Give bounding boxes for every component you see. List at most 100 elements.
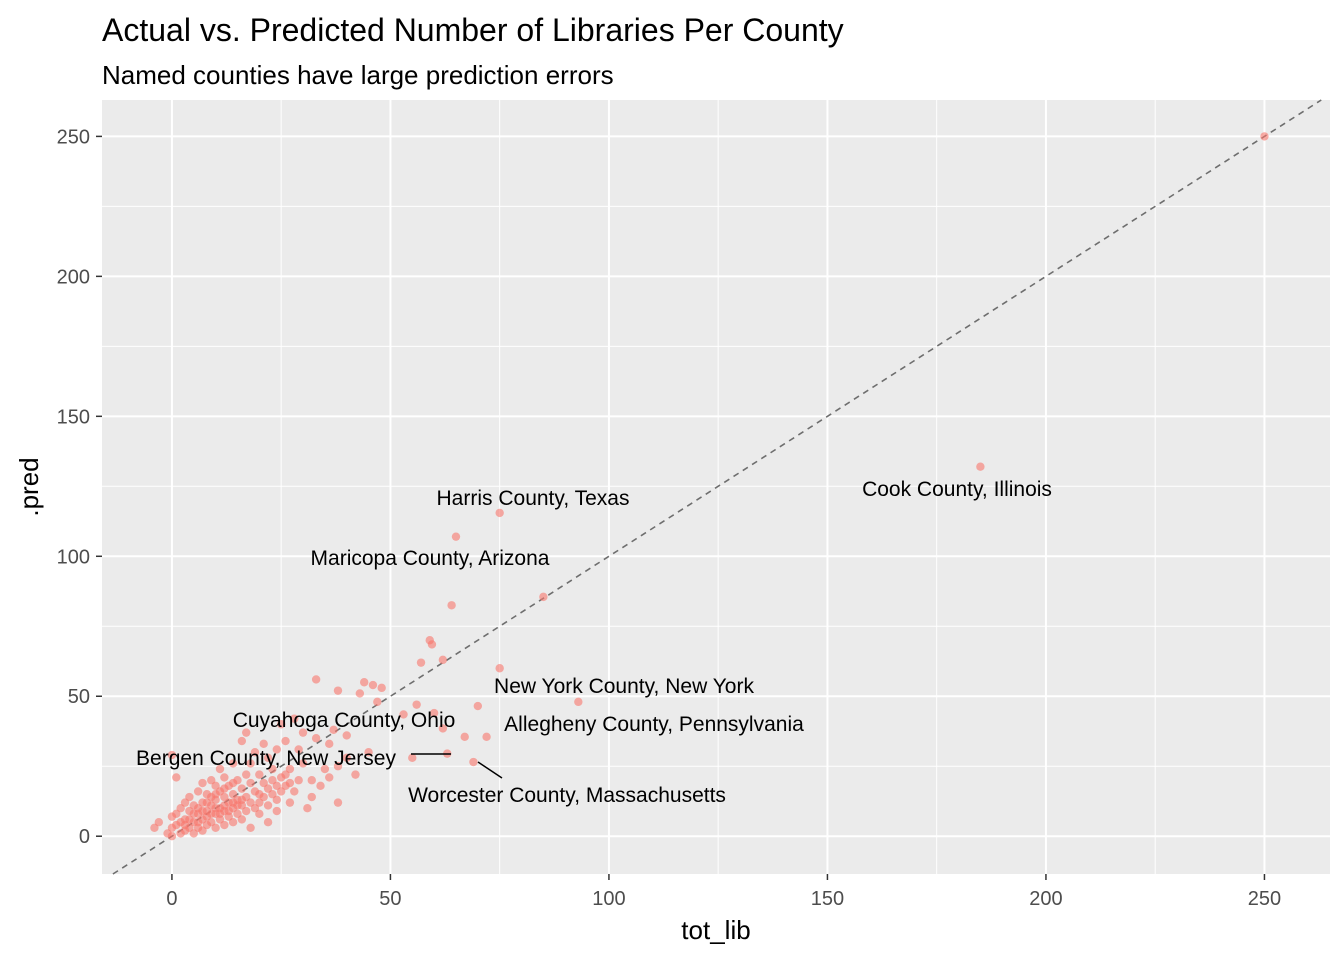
x-tick-label: 150: [811, 888, 844, 910]
scatter-point: [237, 736, 247, 746]
scatter-point: [272, 745, 282, 754]
scatter-point: [290, 787, 299, 796]
label-new-york-county: New York County, New York: [494, 675, 754, 698]
scatter-point: [325, 739, 334, 749]
scatter-point: [237, 815, 247, 824]
label-maricopa-county: Maricopa County, Arizona: [311, 547, 550, 570]
scatter-point: [482, 732, 491, 742]
scatter-point: [207, 792, 216, 802]
scatter-point: [259, 792, 268, 802]
scatter-point: [211, 823, 220, 833]
scatter-point: [976, 462, 985, 471]
scatter-point: [246, 823, 255, 833]
scatter-point: [539, 592, 548, 602]
scatter-point: [263, 753, 273, 763]
scatter-point: [276, 720, 286, 729]
scatter-point: [298, 759, 308, 768]
scatter-point: [246, 759, 255, 768]
scatter-point: [198, 778, 207, 788]
scatter-point: [427, 640, 437, 649]
scatter-point: [193, 787, 203, 796]
x-tick-label: 0: [166, 888, 177, 910]
scatter-point: [294, 745, 303, 754]
scatter-point: [360, 678, 369, 687]
scatter-point: [215, 764, 225, 774]
scatter-point: [320, 764, 330, 774]
scatter-point: [325, 773, 334, 782]
scatter-point: [228, 759, 238, 768]
scatter-point: [451, 532, 461, 541]
scatter-point: [416, 658, 426, 667]
scatter-point: [242, 728, 251, 737]
chart-title: Actual vs. Predicted Number of Libraries…: [102, 12, 844, 48]
scatter-point: [172, 773, 181, 782]
scatter-point: [294, 776, 303, 785]
scatter-point: [242, 806, 251, 816]
scatter-point: [259, 739, 268, 749]
scatter-point: [351, 770, 360, 779]
scatter-point: [185, 792, 194, 802]
y-tick-label: 150: [57, 406, 90, 428]
label-bergen-county: Bergen County, New Jersey: [136, 747, 396, 770]
scatter-point: [460, 732, 469, 742]
scatter-point: [311, 675, 321, 684]
scatter-point: [281, 736, 290, 746]
scatter-point: [368, 680, 378, 690]
scatter-point: [263, 818, 273, 827]
y-tick-label: 0: [79, 826, 90, 848]
scatter-point: [255, 770, 264, 779]
x-axis-title: tot_lib: [681, 915, 750, 945]
scatter-point: [438, 724, 448, 733]
scatter-point: [193, 804, 203, 813]
scatter-point: [242, 770, 251, 779]
scatter-point: [399, 710, 408, 719]
scatter-point: [495, 664, 504, 673]
scatter-point: [377, 683, 386, 693]
scatter-point: [281, 770, 290, 779]
scatter-point: [276, 787, 286, 796]
scatter-point: [311, 734, 321, 743]
label-cuyahoga-county: Cuyahoga County, Ohio: [233, 709, 456, 732]
scatter-point: [1260, 132, 1269, 141]
scatter-point: [307, 776, 316, 785]
scatter-point: [228, 778, 238, 788]
scatter-point: [373, 697, 382, 707]
scatter-point: [298, 728, 308, 737]
chart-subtitle: Named counties have large prediction err…: [102, 60, 614, 90]
identity-reference-line: [112, 99, 1322, 875]
scatter-point: [412, 700, 421, 709]
x-tick-label: 100: [592, 888, 625, 910]
scatter-point: [167, 750, 177, 760]
y-tick-label: 50: [68, 686, 90, 708]
scatter-point: [429, 708, 439, 718]
scatter-point: [193, 818, 203, 827]
minor-gridlines: [102, 100, 1330, 874]
scatter-point: [224, 806, 233, 816]
label-cook-county: Cook County, Illinois: [862, 478, 1052, 501]
scatter-point: [220, 773, 229, 782]
y-axis-ticks: 0 50 100 150 200 250: [57, 126, 102, 848]
scatter-point: [250, 787, 260, 796]
scatter-point: [495, 508, 504, 518]
y-tick-label: 250: [57, 126, 90, 148]
scatter-point: [469, 757, 478, 767]
scatter-point: [329, 725, 338, 735]
scatter-point: [473, 701, 483, 711]
scatter-point: [167, 832, 177, 841]
scatter-point: [355, 689, 365, 698]
scatter-point: [272, 795, 282, 805]
scatter-point: [246, 778, 255, 788]
scatter-point: [237, 795, 247, 805]
x-tick-label: 50: [379, 888, 401, 910]
scatter-point: [250, 748, 260, 757]
scatter-point: [408, 753, 417, 763]
scatter-point: [342, 753, 351, 763]
scatter-point: [290, 714, 299, 723]
scatter-point: [342, 731, 351, 740]
x-tick-label: 200: [1029, 888, 1062, 910]
scatter-point: [333, 686, 343, 695]
scatter-point: [154, 818, 164, 827]
scatter-point: [447, 601, 456, 610]
label-harris-county: Harris County, Texas: [437, 487, 630, 510]
